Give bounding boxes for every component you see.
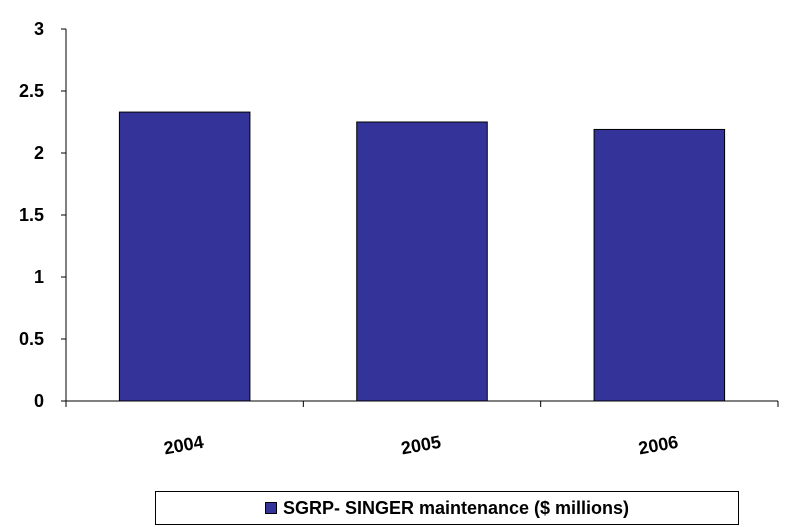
bar-2005 (356, 121, 488, 402)
bar-2006 (593, 128, 726, 402)
y-tick-label: 1.5 (19, 205, 44, 225)
bar-2004 (118, 111, 251, 402)
x-tick-label: 2004 (162, 432, 205, 459)
y-tick-label: 3 (34, 19, 44, 39)
y-tick-label: 0 (34, 391, 44, 411)
bar-chart: 0 0.5 1 1.5 2 2.5 3 2004 2005 2006 (19, 19, 779, 459)
x-tick-label: 2006 (637, 432, 680, 459)
x-tick-label: 2005 (400, 432, 443, 459)
y-tick-label: 0.5 (19, 329, 44, 349)
legend-swatch (264, 502, 277, 514)
legend: SGRP- SINGER maintenance ($ millions) (155, 491, 739, 525)
bars (118, 111, 726, 402)
legend-label: SGRP- SINGER maintenance ($ millions) (282, 497, 630, 518)
x-axis: 2004 2005 2006 (65, 400, 779, 459)
y-tick-label: 1 (34, 267, 44, 287)
y-tick-label: 2.5 (19, 81, 44, 101)
y-tick-label: 2 (34, 143, 44, 163)
y-axis: 0 0.5 1 1.5 2 2.5 3 (19, 19, 67, 411)
